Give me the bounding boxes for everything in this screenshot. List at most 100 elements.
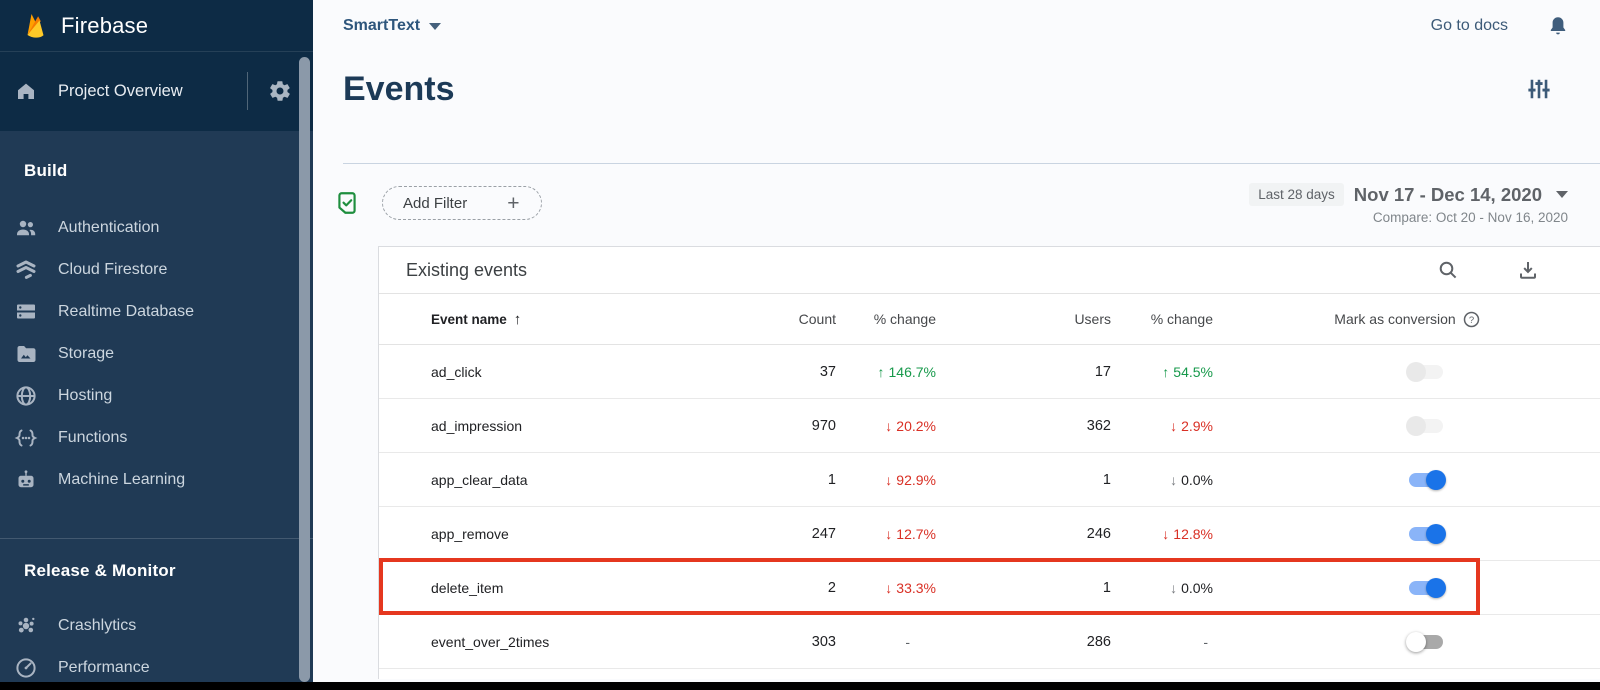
robot-icon	[14, 468, 38, 492]
no-change-dash: -	[905, 633, 910, 650]
sidebar-scrollbar[interactable]	[299, 0, 311, 682]
sort-ascending-icon[interactable]: ↑	[513, 310, 522, 328]
column-users: Users	[1074, 311, 1111, 327]
percent-change-value: ↓ 2.9%	[1111, 418, 1213, 434]
home-icon	[14, 79, 38, 103]
project-overview-label: Project Overview	[58, 81, 183, 100]
event-name: delete_item	[431, 579, 504, 596]
events-table-card: Existing events	[378, 246, 1600, 679]
brand-name: Firebase	[61, 12, 149, 38]
date-range-selector[interactable]: Nov 17 - Dec 14, 2020	[1353, 183, 1542, 205]
add-filter-button[interactable]: Add Filter +	[382, 186, 542, 220]
conversion-toggle[interactable]	[1409, 577, 1446, 598]
arrow-down-icon: ↓	[1170, 579, 1178, 596]
table-row-ad_impression: ad_impression 970 ↓ 20.2% 362 ↓ 2.9%	[379, 399, 1600, 453]
percent-change-text: 92.9%	[896, 471, 936, 488]
date-range-block: Last 28 days Nov 17 - Dec 14, 2020 Compa…	[1249, 183, 1568, 225]
table-row-event_over_2times: event_over_2times 303 - 286 -	[379, 615, 1600, 669]
percent-change-text: 12.8%	[1173, 525, 1213, 542]
go-to-docs-link[interactable]: Go to docs	[1430, 17, 1508, 34]
column-users-pct-change: % change	[1150, 311, 1213, 327]
percent-change-text: 0.0%	[1181, 579, 1213, 596]
range-badge: Last 28 days	[1249, 183, 1344, 206]
event-count: 37	[819, 363, 836, 380]
sidebar-item-cloud-firestore[interactable]: Cloud Firestore	[0, 249, 313, 291]
section-label-build: Build	[24, 161, 68, 180]
chevron-down-icon[interactable]	[1556, 191, 1568, 198]
percent-change-value: ↓ 12.8%	[1111, 526, 1213, 542]
percent-change-text: 146.7%	[888, 363, 936, 380]
arrow-up-icon: ↑	[1162, 363, 1170, 380]
sidebar-item-realtime-database[interactable]: Realtime Database	[0, 291, 313, 333]
sidebar-section-build: Build Authentication Cloud Firestore Realt…	[0, 161, 313, 501]
percent-change-value: -	[1111, 634, 1213, 650]
sidebar-item-project-overview[interactable]: Project Overview	[0, 52, 313, 130]
event-users: 246	[1086, 525, 1111, 542]
toggle-knob[interactable]	[1426, 523, 1446, 544]
sidebar-item-crashlytics[interactable]: Crashlytics	[0, 605, 313, 647]
sidebar-section-release-monitor: Release & Monitor Crashlytics Performance	[0, 561, 313, 689]
arrow-down-icon: ↓	[1170, 471, 1178, 488]
event-count: 303	[811, 633, 836, 650]
search-icon[interactable]	[1436, 258, 1460, 282]
table-row-delete_item: delete_item 2 ↓ 33.3% 1 ↓ 0.0%	[379, 558, 1600, 615]
event-users: 1	[1102, 579, 1111, 596]
section-label-release: Release & Monitor	[24, 561, 176, 580]
globe-icon	[14, 384, 38, 408]
divider	[247, 72, 248, 110]
speedometer-icon	[14, 656, 38, 680]
release-items: Crashlytics Performance	[0, 605, 313, 689]
toggle-knob[interactable]	[1426, 577, 1446, 598]
sidebar-item-hosting[interactable]: Hosting	[0, 375, 313, 417]
conversion-toggle[interactable]	[1406, 415, 1443, 436]
column-event-name: Event name	[431, 311, 507, 327]
conversion-toggle[interactable]	[1409, 469, 1446, 490]
firebase-logo-icon	[22, 11, 49, 41]
help-icon[interactable]: ?	[1463, 311, 1480, 328]
project-selector[interactable]: SmartText	[343, 17, 442, 35]
project-settings-gear-icon[interactable]	[264, 75, 296, 107]
sidebar-item-functions[interactable]: Functions	[0, 417, 313, 459]
toggle-knob[interactable]	[1406, 631, 1426, 652]
percent-change-text: 12.7%	[896, 525, 936, 542]
compare-range-label: Compare: Oct 20 - Nov 16, 2020	[1372, 210, 1568, 225]
arrow-down-icon: ↓	[885, 579, 893, 596]
arrow-down-icon: ↓	[885, 417, 893, 434]
conversion-toggle[interactable]	[1406, 361, 1443, 382]
add-filter-label: Add Filter	[403, 194, 468, 212]
no-change-dash: -	[1203, 633, 1208, 650]
event-count: 2	[827, 579, 836, 596]
conversion-cell	[1213, 631, 1600, 652]
sidebar-nav: Build Authentication Cloud Firestore Realt…	[0, 131, 313, 689]
scrollbar-thumb[interactable]	[299, 57, 310, 682]
notifications-bell-icon[interactable]	[1546, 14, 1570, 38]
percent-change-value: ↓ 33.3%	[836, 580, 936, 596]
topbar: SmartText Go to docs	[313, 0, 1600, 52]
sidebar-item-storage[interactable]: Storage	[0, 333, 313, 375]
sidebar-item-label: Functions	[58, 429, 128, 446]
sidebar-item-label: Hosting	[58, 387, 113, 404]
download-icon[interactable]	[1516, 258, 1540, 282]
percent-change-text: 20.2%	[896, 417, 936, 434]
conversion-toggle[interactable]	[1409, 523, 1446, 544]
event-name: ad_impression	[431, 417, 523, 434]
plus-icon: +	[507, 191, 520, 215]
divider	[343, 163, 1600, 164]
toggle-knob[interactable]	[1426, 469, 1446, 490]
tune-filters-icon[interactable]	[1526, 76, 1552, 102]
event-name: app_remove	[431, 525, 509, 542]
toggle-knob[interactable]	[1406, 415, 1426, 436]
percent-change-value: -	[836, 634, 936, 650]
main-content: SmartText Go to docs Events	[313, 0, 1600, 682]
firebase-brand[interactable]: Firebase	[0, 0, 313, 52]
conversion-toggle[interactable]	[1406, 631, 1443, 652]
sidebar-item-authentication[interactable]: Authentication	[0, 207, 313, 249]
percent-change-value: ↓ 20.2%	[836, 418, 936, 434]
table-title: Existing events	[406, 259, 528, 280]
sidebar-item-machine-learning[interactable]: Machine Learning	[0, 459, 313, 501]
divider	[0, 538, 313, 539]
sidebar-item-performance[interactable]: Performance	[0, 647, 313, 689]
toggle-knob[interactable]	[1406, 361, 1426, 382]
sidebar-item-label: Realtime Database	[58, 303, 195, 320]
